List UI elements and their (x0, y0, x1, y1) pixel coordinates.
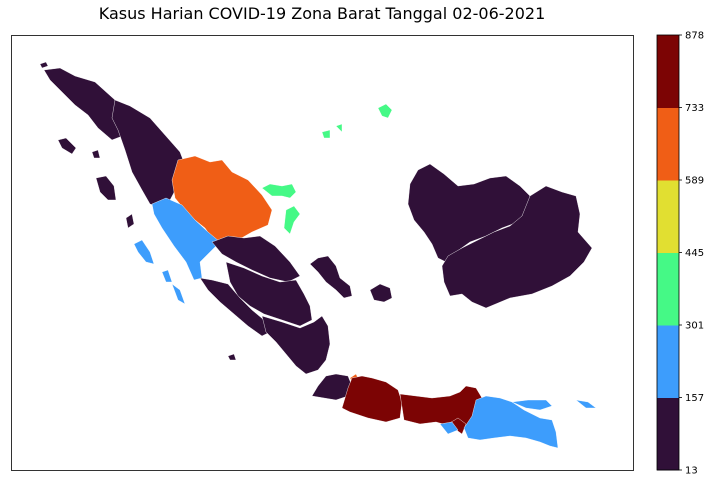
region-sumatera-utara-islands (95, 175, 135, 229)
colorbar-segment (657, 107, 679, 181)
region-sumatera-barat (133, 197, 221, 305)
colorbar-segment (657, 325, 679, 398)
region-aceh-islands (39, 61, 101, 159)
colorbar-segment (657, 180, 679, 253)
colorbar-tick-label: 445 (685, 248, 704, 259)
map-regions (39, 61, 597, 449)
colorbar-tick-label: 13 (685, 466, 698, 477)
colorbar-tick-label: 301 (685, 321, 704, 332)
region-sumatera-selatan (225, 261, 313, 327)
region-jawa-timur (439, 395, 597, 449)
colorbar-segment (657, 397, 679, 471)
colorbar-tick-label: 733 (685, 103, 704, 114)
region-banten (311, 373, 353, 401)
region-small-isle (227, 353, 237, 361)
region-kalimantan-tengah (441, 185, 593, 309)
chart-title: Kasus Harian COVID-19 Zona Barat Tanggal… (98, 4, 546, 23)
colorbar-tick-label: 878 (685, 31, 704, 42)
region-bangka-belitung (309, 255, 393, 303)
region-di-yogyakarta (447, 417, 467, 435)
region-kepulauan-riau (261, 103, 393, 235)
region-lampung (261, 315, 331, 375)
colorbar-tick-label: 589 (685, 176, 704, 187)
region-aceh (43, 67, 126, 141)
colorbar: 13 157 301 445 589 733 878 (656, 31, 704, 477)
colorbar-tick-label: 157 (685, 393, 704, 404)
colorbar-segment (657, 252, 679, 326)
colorbar-segment (657, 35, 679, 108)
region-jambi (211, 235, 301, 283)
